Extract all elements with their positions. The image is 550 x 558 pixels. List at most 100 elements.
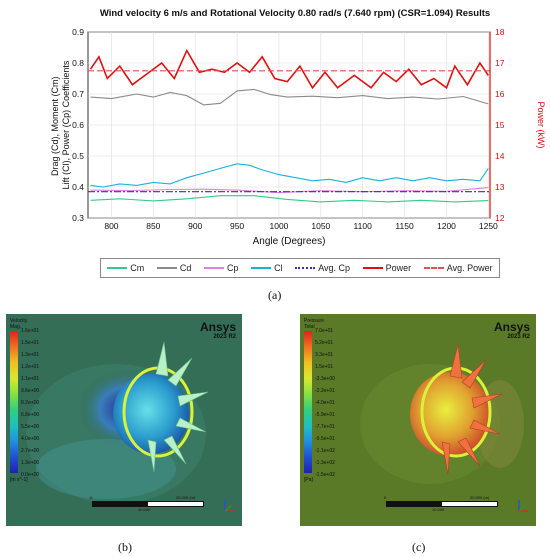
pressure-unit: [Pa]	[304, 477, 313, 483]
axis-triad-icon	[224, 500, 234, 512]
colorbar-level-label: 1.3e+01	[21, 352, 40, 358]
x-tick-label: 900	[188, 221, 202, 231]
velocity-colorbar-labels: 1.6e+01 1.5e+01 1.3e+01 1.2e+01 1.1e+01 9.6e+…	[21, 328, 61, 478]
y-tick-label-right: 18	[495, 27, 505, 37]
colorbar-level-label: 7.0e+01	[315, 328, 334, 334]
legend-item: Power	[362, 263, 412, 273]
series-line-cd	[90, 88, 489, 106]
brand-name: Ansys	[493, 320, 530, 334]
colorbar-level-label: -1.5e+02	[315, 472, 335, 478]
colorbar-level-label: -9.5e+01	[315, 436, 335, 442]
scale-max: 20.000 (m)	[470, 495, 490, 500]
x-axis-label: Angle (Degrees)	[253, 236, 326, 247]
velocity-contour-plot	[6, 314, 242, 526]
caption-c: (c)	[412, 540, 426, 554]
pressure-contour-panel: Pressure Total 7.0e+01 5.2e+01 3.3e+01 1.5e…	[300, 314, 536, 526]
caption-a: (a)	[268, 288, 282, 302]
colorbar-level-label: 1.5e+01	[21, 340, 40, 346]
y-tick-label-right: 12	[495, 213, 505, 223]
colorbar-level-label: 4.0e+00	[21, 436, 40, 442]
scale-mid: 10.000	[432, 507, 445, 512]
ansys-logo: Ansys 2023 R2	[494, 320, 530, 340]
legend-label: Cp	[227, 263, 239, 273]
pressure-colorbar-labels: 7.0e+01 5.2e+01 3.3e+01 1.5e+01 -3.3e+00 -2.2…	[315, 328, 355, 478]
colorbar-level-label: -7.7e+01	[315, 424, 335, 430]
y-axis-label-left: Drag (Cd), Moment (Cm) Lift (Cl), Power …	[50, 60, 71, 189]
velocity-contour-panel: Velocity Mag. 1.6e+01 1.5e+01 1.3e+01 1.2e+…	[6, 314, 242, 526]
y-axis-label-left-line1: Drag (Cd), Moment (Cm)	[50, 77, 60, 177]
legend-label: Avg. Power	[446, 263, 493, 273]
legend-label: Cm	[130, 263, 145, 273]
colorbar-level-label: 1.5e+01	[315, 364, 334, 370]
colorbar-level-label: 6.8e+00	[21, 412, 40, 418]
colorbar-level-label: 1.3e+00	[21, 460, 40, 466]
y-tick-label-left: 0.4	[72, 182, 84, 192]
legend-swatch	[423, 267, 444, 269]
x-tick-label: 1000	[269, 221, 288, 231]
legend-item: Avg. Power	[423, 263, 493, 273]
legend-item: Cm	[107, 263, 144, 273]
chart-title: Wind velocity 6 m/s and Rotational Veloc…	[100, 8, 490, 19]
rotor-blades	[441, 343, 503, 475]
brand-version: 2023 R2	[507, 334, 530, 340]
legend-item: Avg. Cp	[295, 263, 350, 273]
x-tick-label: 950	[230, 221, 244, 231]
scale-bar	[386, 501, 498, 507]
chart-legend: Cm Cd Cp Cl Avg. Cp Power Avg. Power	[100, 258, 500, 278]
legend-swatch	[362, 267, 383, 269]
legend-label: Avg. Cp	[318, 263, 351, 273]
legend-swatch	[156, 267, 177, 269]
colorbar-level-label: -1.3e+02	[315, 460, 335, 466]
scale-zero: 0	[384, 495, 387, 500]
y-tick-label-right: 14	[495, 151, 505, 161]
chart-a: Wind velocity 6 m/s and Rotational Veloc…	[50, 8, 546, 247]
colorbar-level-label: 1.2e+01	[21, 364, 40, 370]
velocity-legend-title: Velocity Mag.	[10, 318, 28, 330]
colorbar-level-label: 5.5e+00	[21, 424, 40, 430]
y-tick-label-right: 13	[495, 182, 505, 192]
x-tick-label: 1050	[311, 221, 330, 231]
pressure-contour-plot	[300, 314, 536, 526]
axis-triad-icon	[518, 500, 528, 512]
x-tick-label: 1250	[479, 221, 498, 231]
series-line-cl	[90, 163, 489, 188]
y-axis-label-right: Power (kW)	[536, 102, 546, 149]
series-line-cm	[90, 195, 489, 203]
colorbar-level-label: -2.2e+01	[315, 388, 335, 394]
scale-mid: 10.000	[138, 507, 151, 512]
legend-swatch	[295, 267, 316, 269]
y-tick-label-left: 0.8	[72, 58, 84, 68]
series-line-power	[89, 48, 489, 90]
legend-item: Cd	[156, 263, 192, 273]
y-tick-label-left: 0.5	[72, 151, 84, 161]
colorbar-level-label: 0.0e+00	[21, 472, 40, 478]
legend-label: Power	[385, 263, 412, 273]
colorbar-level-label: 3.3e+01	[315, 352, 334, 358]
x-tick-label: 1100	[354, 221, 373, 231]
legend-swatch	[204, 267, 224, 269]
series-line-cp	[90, 187, 489, 194]
y-tick-label-left: 0.9	[72, 27, 84, 37]
x-tick-label: 800	[104, 221, 118, 231]
x-tick-label: 850	[146, 221, 160, 231]
scale-zero: 0	[90, 495, 93, 500]
rotor-blades	[147, 341, 209, 473]
colorbar-level-label: 2.7e+00	[21, 448, 40, 454]
brand-version: 2023 R2	[213, 334, 236, 340]
y-axis-label-left-line2: Lift (Cl), Power (Cp) Coefficients	[61, 60, 71, 189]
y-tick-label-left: 0.3	[72, 213, 84, 223]
velocity-colorbar	[10, 331, 18, 473]
brand-name: Ansys	[199, 320, 236, 334]
velocity-unit: [m s^-1]	[10, 477, 28, 483]
colorbar-level-label: 1.1e+01	[21, 376, 40, 382]
colorbar-level-label: -1.1e+02	[315, 448, 335, 454]
legend-swatch	[251, 267, 272, 269]
legend-item: Cp	[204, 263, 239, 273]
x-tick-label: 1150	[395, 221, 414, 231]
y-tick-label-right: 16	[495, 89, 505, 99]
x-tick-label: 1200	[437, 221, 456, 231]
legend-label: Cd	[179, 263, 192, 273]
colorbar-level-label: 8.2e+00	[21, 400, 40, 406]
series-layer	[88, 48, 490, 203]
colorbar-level-label: 1.6e+01	[21, 328, 40, 334]
